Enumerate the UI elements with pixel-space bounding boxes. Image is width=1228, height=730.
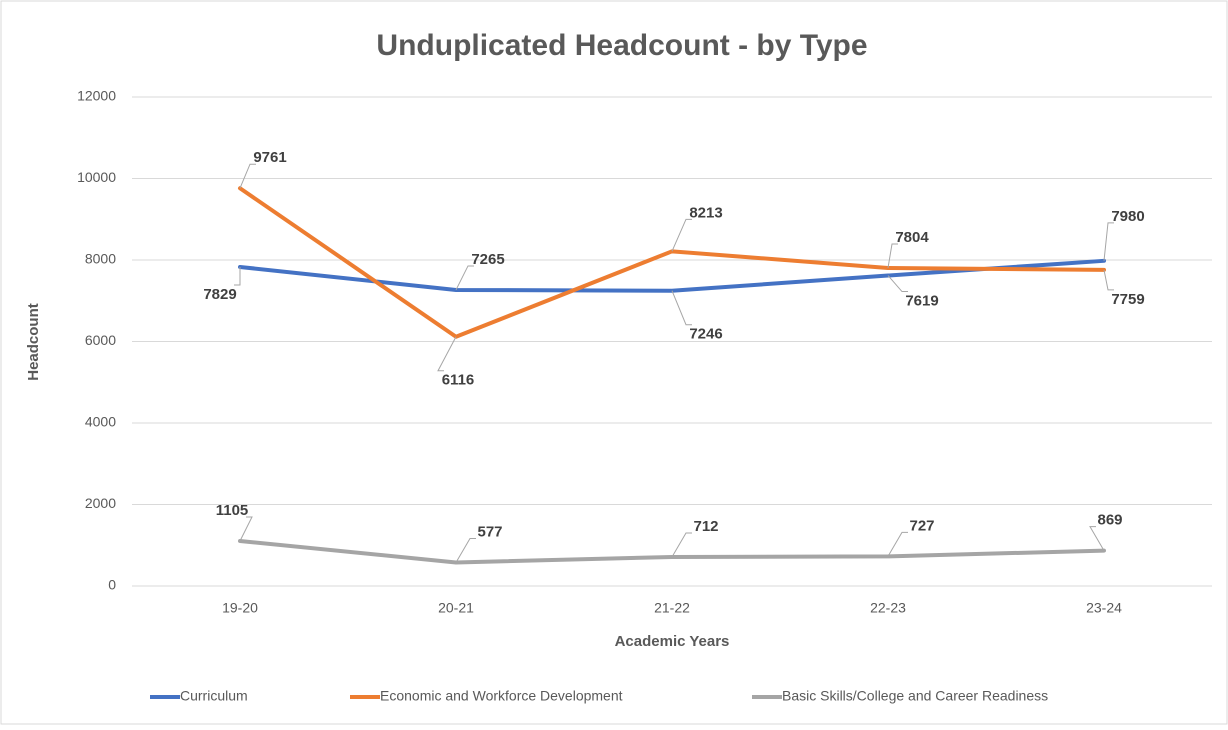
- leader-line: [234, 266, 241, 286]
- leader-line: [239, 516, 253, 542]
- y-tick-label: 12000: [77, 88, 116, 104]
- x-tick-label: 22-23: [870, 600, 906, 616]
- chart-title: Unduplicated Headcount - by Type: [376, 29, 867, 62]
- data-label: 869: [1097, 512, 1122, 529]
- leader-line: [1103, 222, 1114, 261]
- data-label: 7265: [471, 251, 504, 268]
- leader-line: [671, 532, 692, 558]
- leader-line: [437, 336, 457, 372]
- series-line: [238, 258, 1106, 293]
- data-label: 7829: [203, 286, 236, 303]
- legend-label: Economic and Workforce Development: [380, 688, 623, 704]
- x-tick-label: 23-24: [1086, 600, 1122, 616]
- legend-label: Curriculum: [180, 688, 248, 704]
- leader-line: [1103, 269, 1114, 291]
- x-tick-label: 19-20: [222, 600, 258, 616]
- data-label: 712: [693, 518, 718, 535]
- leader-line: [887, 531, 908, 557]
- leader-line: [887, 243, 898, 269]
- y-tick-label: 4000: [85, 414, 116, 430]
- y-tick-label: 6000: [85, 332, 116, 348]
- data-label: 727: [909, 517, 934, 534]
- leader-line: [671, 290, 692, 326]
- data-label: 7804: [895, 229, 929, 246]
- leader-line: [887, 275, 908, 293]
- leader-line: [671, 218, 692, 252]
- y-tick-label: 2000: [85, 495, 116, 511]
- data-label: 577: [477, 523, 502, 540]
- data-label: 6116: [442, 372, 475, 389]
- x-tick-label: 20-21: [438, 600, 474, 616]
- x-axis-label: Academic Years: [615, 633, 730, 650]
- y-tick-label: 0: [108, 577, 116, 593]
- data-label: 8213: [689, 204, 722, 221]
- data-label: 7619: [905, 292, 938, 309]
- data-label: 7246: [689, 326, 722, 343]
- y-tick-label: 8000: [85, 251, 116, 267]
- x-tick-label: 21-22: [654, 600, 690, 616]
- data-label: 1105: [216, 502, 249, 519]
- y-tick-label: 10000: [77, 169, 116, 185]
- data-label: 9761: [253, 149, 286, 166]
- y-axis-label: Headcount: [25, 303, 42, 381]
- data-label: 7759: [1111, 291, 1144, 308]
- leader-line: [1089, 526, 1105, 551]
- leader-line: [455, 265, 474, 291]
- legend-label: Basic Skills/College and Career Readines…: [782, 688, 1048, 704]
- leader-line: [239, 163, 256, 189]
- leader-line: [455, 537, 476, 563]
- data-label: 7980: [1111, 208, 1144, 225]
